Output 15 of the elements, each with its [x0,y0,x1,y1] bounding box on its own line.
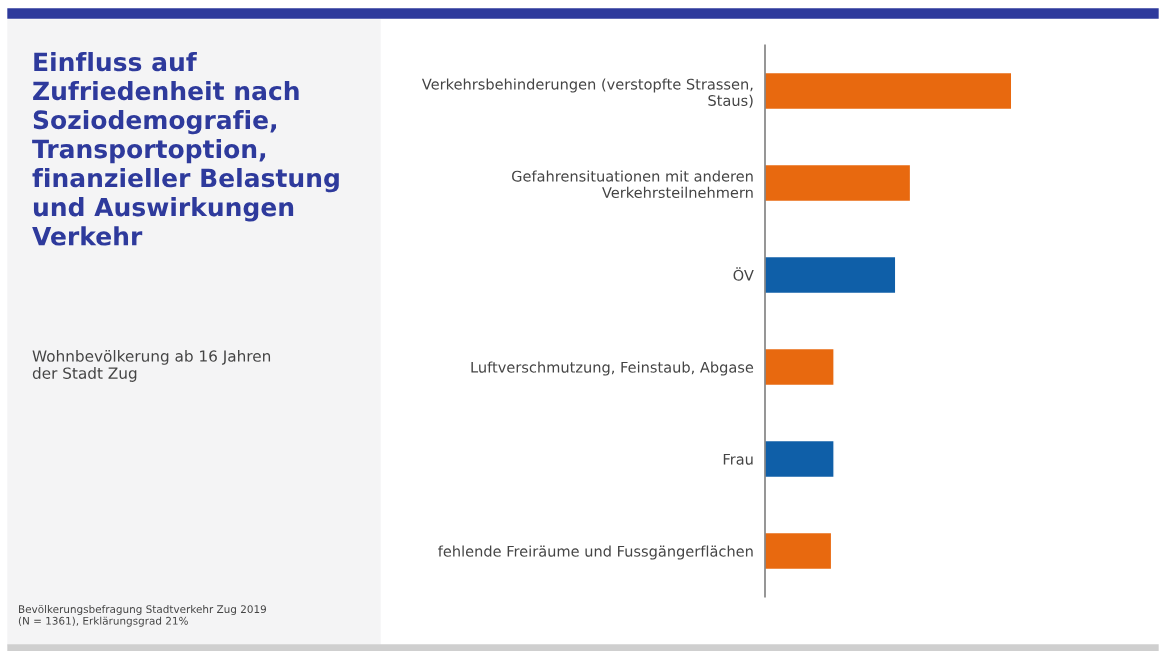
bar [765,71,1013,111]
text: Wohnbevölkerung ab 16 Jahren der Stadt Zug [32,350,271,382]
y-tick-label: Luftverschmutzung, Feinstaub, Abgase [471,361,754,376]
bar [765,531,833,571]
y-tick-label: fehlende Freiräume und Fussgängerflächen [438,545,753,560]
bar [765,439,835,479]
text: Bevölkerungsbefragung Stadtverkehr Zug 2019 (N = 1361), Erklärungsgrad 21% [18,605,266,627]
bar [765,163,912,203]
text: Einfluss auf Zufriedenheit nach Soziodemografie, Transportoption, finanzieller Belastung und Auswirkungen Verkehr [32,52,339,246]
bar [765,347,835,387]
y-tick-label: Verkehrsbehinderungen (verstopfte Strassen, Staus) [421,78,753,108]
y-tick-label: Frau [723,453,753,465]
y-tick-label: ÖV [733,267,754,281]
y-tick-label: Gefahrensituationen mit anderen Verkehrsteilnehmern [512,170,753,199]
bar [765,255,897,295]
